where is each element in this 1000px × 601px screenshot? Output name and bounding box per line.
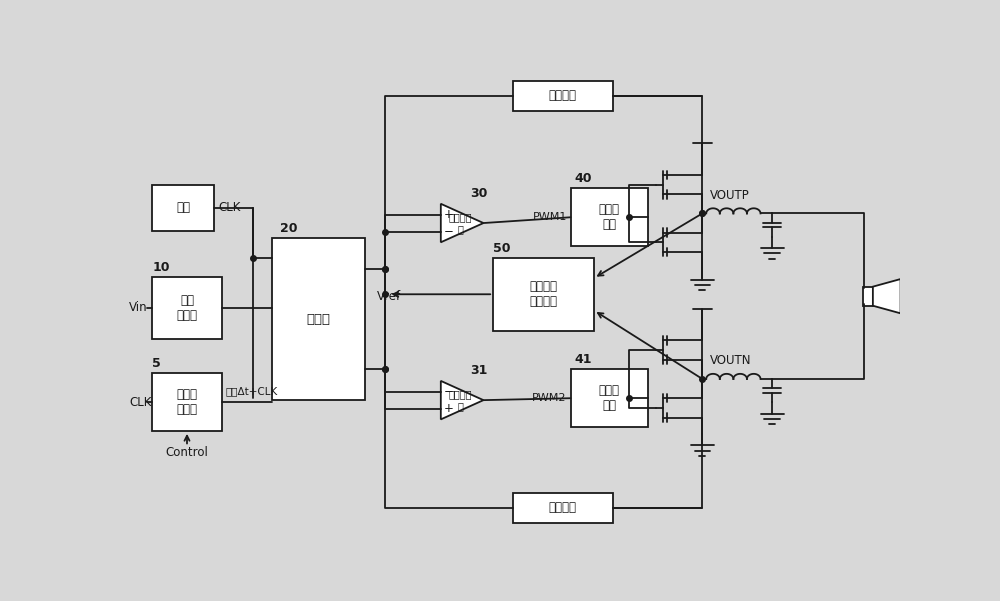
Text: 第一比较
器: 第一比较 器 xyxy=(448,212,472,234)
Text: 第二比较
器: 第二比较 器 xyxy=(448,389,472,411)
FancyBboxPatch shape xyxy=(571,188,648,246)
FancyBboxPatch shape xyxy=(863,287,873,306)
Text: 5: 5 xyxy=(152,357,161,370)
Text: 第一驱
动器: 第一驱 动器 xyxy=(599,203,620,231)
FancyBboxPatch shape xyxy=(512,81,613,111)
Text: 积分器: 积分器 xyxy=(307,313,331,326)
FancyBboxPatch shape xyxy=(571,370,648,427)
Text: VOUTP: VOUTP xyxy=(710,189,750,202)
Text: 信号幅度
检测模块: 信号幅度 检测模块 xyxy=(530,280,558,308)
Text: Vref: Vref xyxy=(377,290,401,303)
Text: 20: 20 xyxy=(280,222,298,236)
Polygon shape xyxy=(441,381,483,419)
Text: VOUTN: VOUTN xyxy=(710,355,752,367)
Text: PWM1: PWM1 xyxy=(532,212,567,222)
Text: 方波: 方波 xyxy=(176,201,190,214)
Text: 反馈网络: 反馈网络 xyxy=(549,90,577,103)
Text: Vin: Vin xyxy=(129,301,148,314)
Text: 50: 50 xyxy=(493,242,511,255)
Text: 前置
放大器: 前置 放大器 xyxy=(176,294,198,322)
Polygon shape xyxy=(873,279,901,313)
FancyBboxPatch shape xyxy=(152,277,222,338)
FancyBboxPatch shape xyxy=(512,493,613,523)
Text: Control: Control xyxy=(166,447,208,459)
Text: +: + xyxy=(444,208,454,221)
Text: 可控Δt+CLK: 可控Δt+CLK xyxy=(226,386,278,396)
FancyBboxPatch shape xyxy=(152,373,222,431)
FancyBboxPatch shape xyxy=(493,258,594,331)
FancyBboxPatch shape xyxy=(272,239,365,400)
Text: CLK: CLK xyxy=(218,201,240,214)
FancyBboxPatch shape xyxy=(152,185,214,231)
Text: 压控延
时电路: 压控延 时电路 xyxy=(176,388,198,416)
Text: −: − xyxy=(444,385,454,398)
Text: 41: 41 xyxy=(574,353,592,366)
Text: +: + xyxy=(444,402,454,415)
Polygon shape xyxy=(441,204,483,242)
Text: 40: 40 xyxy=(574,172,592,185)
Text: 31: 31 xyxy=(470,364,487,377)
Text: 10: 10 xyxy=(152,261,170,274)
Text: PWM2: PWM2 xyxy=(532,393,567,403)
Text: 反馈网络: 反馈网络 xyxy=(549,501,577,514)
Text: −: − xyxy=(444,225,454,238)
Text: 第二驱
动器: 第二驱 动器 xyxy=(599,384,620,412)
Text: CLK: CLK xyxy=(129,395,151,409)
Text: 30: 30 xyxy=(470,187,487,200)
